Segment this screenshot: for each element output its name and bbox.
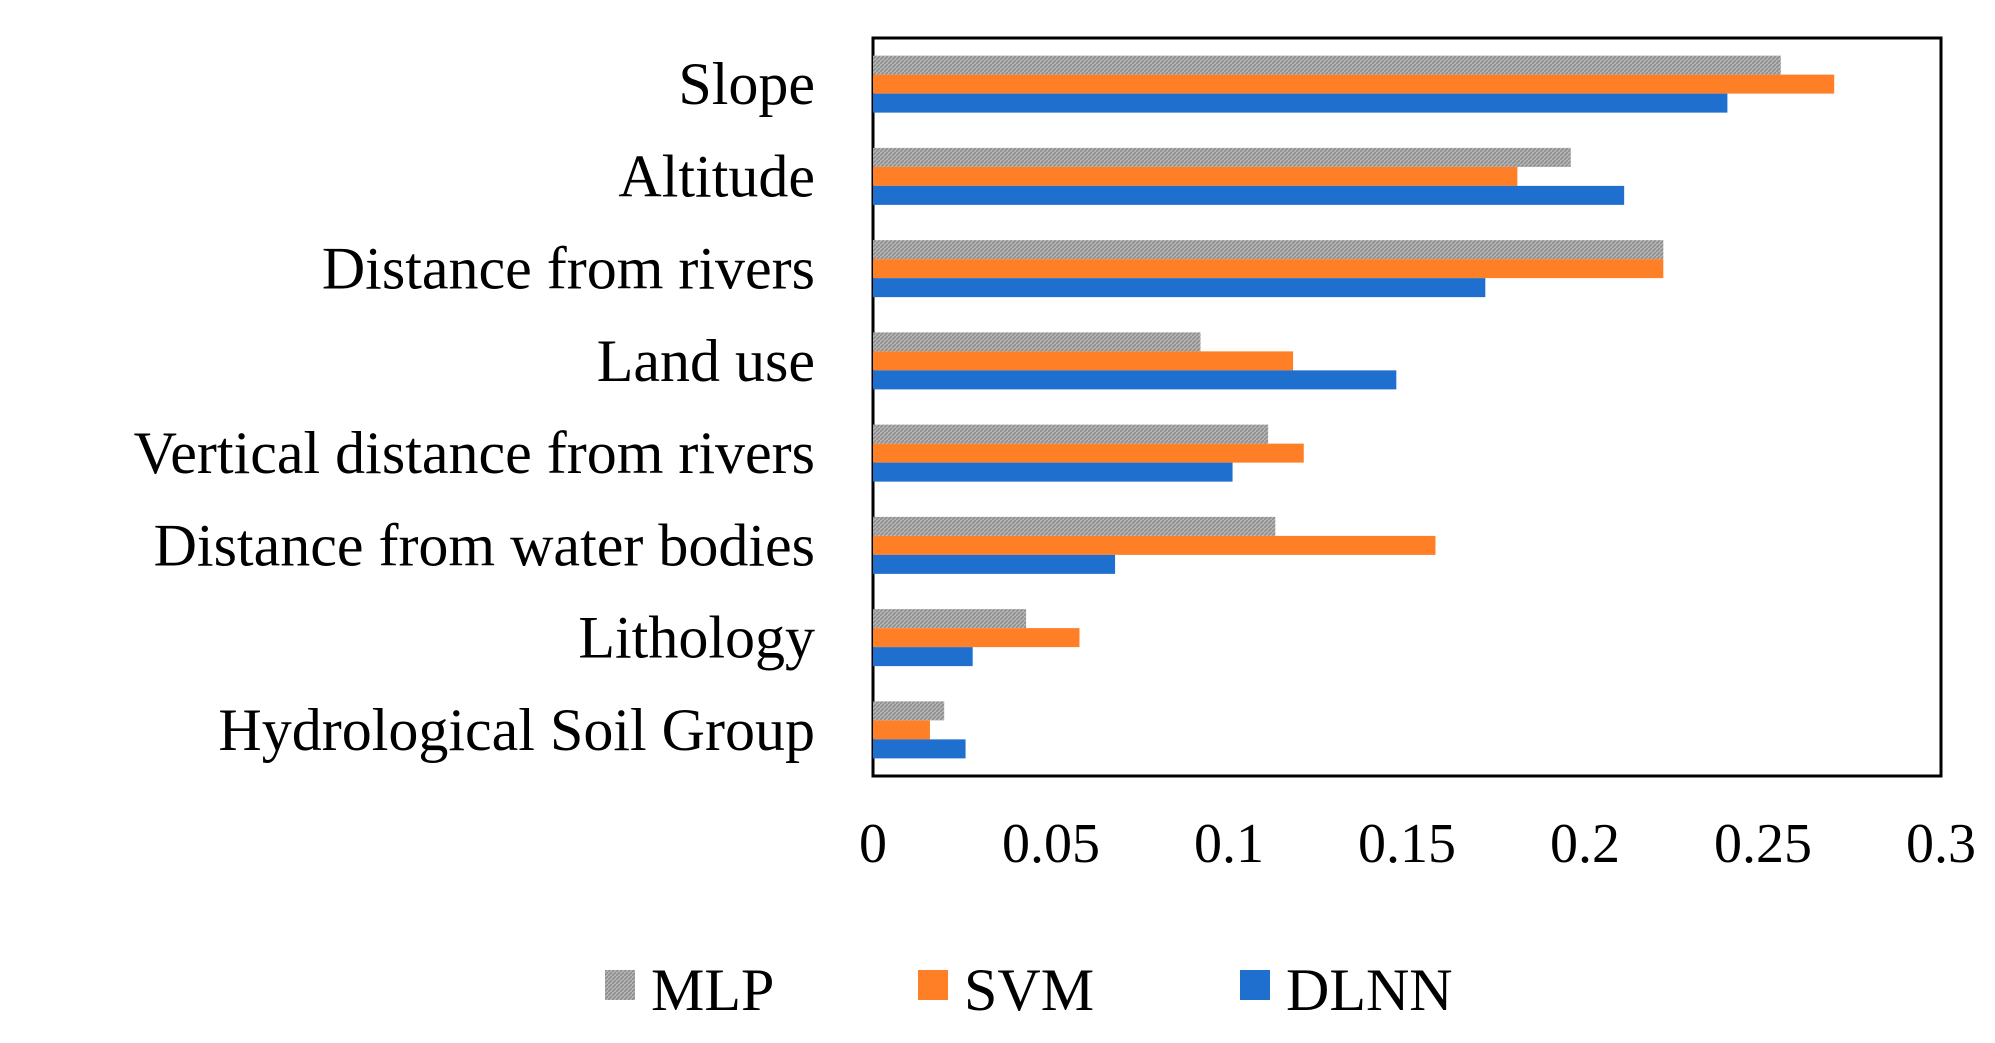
- category-label: Hydrological Soil Group: [218, 697, 815, 763]
- legend-swatch-svm: [918, 970, 948, 1000]
- bar-svm-2: [873, 259, 1664, 279]
- bar-svm-0: [873, 74, 1835, 94]
- bar-svm-3: [873, 351, 1294, 371]
- legend-label-dlnn: DLNN: [1286, 957, 1453, 1023]
- bar-dlnn-3: [873, 370, 1397, 390]
- x-tick-label: 0.1: [1194, 813, 1264, 875]
- category-label: Distance from rivers: [322, 236, 815, 302]
- bar-mlp-3: [873, 332, 1201, 352]
- category-label: Land use: [597, 328, 815, 394]
- legend-label-mlp: MLP: [651, 957, 774, 1023]
- bar-svm-7: [873, 720, 930, 740]
- bar-svm-1: [873, 166, 1518, 186]
- bar-dlnn-5: [873, 554, 1116, 574]
- bar-svm-5: [873, 535, 1436, 555]
- legend-label-svm: SVM: [964, 957, 1094, 1023]
- bar-mlp-0: [873, 55, 1781, 75]
- bar-dlnn-1: [873, 185, 1625, 205]
- legend-swatch-dlnn: [1240, 970, 1270, 1000]
- x-tick-label: 0.3: [1906, 813, 1976, 875]
- x-tick-label: 0.2: [1550, 813, 1620, 875]
- bar-mlp-5: [873, 516, 1276, 536]
- bar-mlp-4: [873, 424, 1269, 444]
- category-label: Lithology: [578, 605, 815, 671]
- bar-dlnn-0: [873, 93, 1728, 113]
- category-label: Vertical distance from rivers: [134, 420, 815, 486]
- bar-mlp-2: [873, 240, 1664, 260]
- x-tick-label: 0: [859, 813, 887, 875]
- x-tick-label: 0.05: [1002, 813, 1100, 875]
- legend: MLP SVM DLNN: [605, 957, 1453, 1023]
- legend-swatch-mlp: [605, 970, 635, 1000]
- bar-dlnn-4: [873, 462, 1233, 482]
- category-labels: Slope Altitude Distance from rivers Land us…: [134, 51, 815, 763]
- bar-svm-6: [873, 628, 1080, 648]
- bar-dlnn-6: [873, 647, 973, 667]
- x-tick-label: 0.25: [1714, 813, 1812, 875]
- bar-mlp-6: [873, 609, 1027, 629]
- bar-dlnn-2: [873, 278, 1486, 298]
- x-tick-label: 0.15: [1358, 813, 1456, 875]
- bar-dlnn-7: [873, 739, 966, 759]
- bar-mlp-7: [873, 701, 945, 721]
- bars-group: [873, 55, 1835, 759]
- x-axis-tick-labels: 0 0.05 0.1 0.15 0.2 0.25 0.3: [859, 813, 1976, 875]
- bar-svm-4: [873, 443, 1304, 463]
- category-label: Slope: [678, 51, 815, 117]
- category-label: Distance from water bodies: [154, 512, 815, 578]
- category-label: Altitude: [618, 143, 815, 209]
- bar-mlp-1: [873, 147, 1571, 167]
